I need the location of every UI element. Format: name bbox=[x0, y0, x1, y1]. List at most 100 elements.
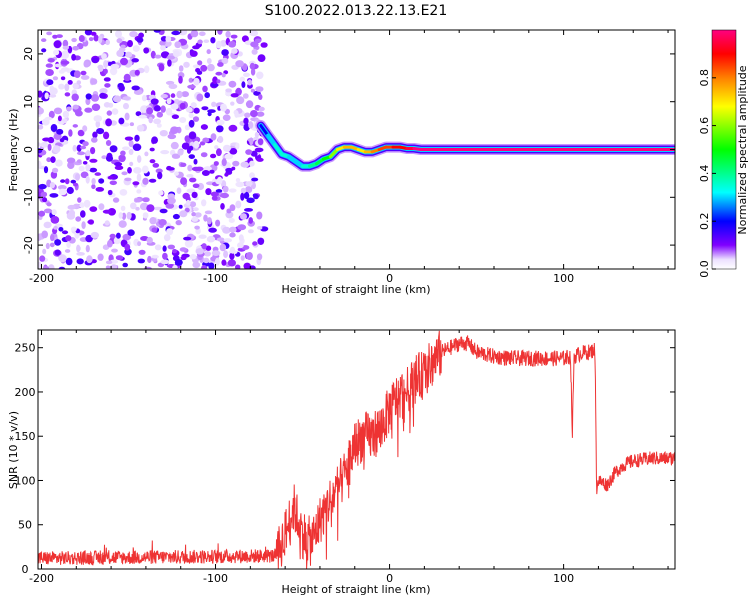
noise-blob bbox=[102, 209, 112, 214]
noise-blob bbox=[166, 98, 172, 105]
noise-blob bbox=[118, 212, 123, 219]
noise-blob bbox=[79, 202, 85, 208]
noise-blob bbox=[56, 128, 64, 135]
noise-blob bbox=[211, 101, 217, 108]
noise-blob bbox=[149, 217, 157, 225]
noise-blob bbox=[41, 48, 47, 53]
noise-blob bbox=[165, 35, 172, 43]
noise-blob bbox=[84, 30, 93, 36]
y-tick-label: 250 bbox=[15, 342, 36, 355]
noise-blob bbox=[167, 197, 176, 205]
noise-blob bbox=[70, 226, 77, 232]
noise-blob bbox=[249, 30, 259, 37]
noise-blob bbox=[118, 220, 127, 228]
noise-blob bbox=[170, 103, 179, 110]
noise-blob bbox=[46, 202, 52, 207]
noise-blob bbox=[87, 219, 94, 225]
noise-blob bbox=[249, 160, 255, 167]
noise-blob bbox=[121, 171, 128, 176]
x-tick-label: -200 bbox=[29, 272, 54, 285]
noise-blob bbox=[60, 76, 66, 81]
noise-blob bbox=[66, 106, 72, 112]
snr-data bbox=[38, 330, 675, 569]
noise-blob bbox=[105, 118, 112, 127]
noise-blob bbox=[223, 144, 231, 152]
noise-blob bbox=[89, 206, 98, 212]
noise-blob bbox=[221, 49, 229, 56]
noise-blob bbox=[155, 168, 163, 174]
noise-blob bbox=[225, 30, 231, 38]
noise-blob bbox=[92, 131, 98, 139]
noise-blob bbox=[256, 211, 263, 220]
noise-blob bbox=[65, 235, 72, 242]
noise-blob bbox=[136, 173, 142, 182]
noise-blob bbox=[162, 252, 168, 260]
noise-blob bbox=[189, 201, 197, 208]
noise-blob bbox=[122, 96, 131, 101]
noise-blob bbox=[99, 88, 108, 94]
noise-blob bbox=[243, 191, 250, 200]
x-tick-label: 0 bbox=[386, 572, 393, 585]
noise-blob bbox=[49, 94, 57, 98]
noise-blob bbox=[158, 63, 165, 72]
noise-blob bbox=[192, 116, 200, 122]
noise-blob bbox=[176, 187, 182, 194]
noise-blob bbox=[160, 105, 166, 113]
noise-blob bbox=[203, 214, 208, 222]
noise-blob bbox=[103, 60, 109, 69]
noise-blob bbox=[119, 189, 128, 196]
noise-blob bbox=[153, 30, 161, 33]
noise-blob bbox=[167, 59, 172, 67]
noise-blob bbox=[59, 138, 65, 143]
noise-blob bbox=[172, 213, 180, 220]
noise-blob bbox=[105, 39, 110, 46]
noise-blob bbox=[38, 183, 47, 190]
noise-blob bbox=[73, 182, 78, 187]
noise-blob bbox=[174, 259, 183, 266]
noise-blob bbox=[64, 83, 70, 92]
noise-blob bbox=[90, 78, 98, 85]
noise-blob bbox=[49, 193, 59, 198]
noise-blob bbox=[240, 187, 247, 194]
noise-blob bbox=[76, 244, 81, 253]
noise-blob bbox=[162, 245, 167, 252]
colorbar-ticks: 0.0 0.2 0.4 0.6 0.8 bbox=[698, 69, 716, 278]
noise-blob bbox=[76, 151, 86, 156]
noise-blob bbox=[255, 86, 264, 92]
noise-blob bbox=[52, 145, 61, 154]
noise-blob bbox=[156, 111, 163, 118]
noise-blob bbox=[256, 157, 264, 162]
noise-blob bbox=[52, 34, 58, 39]
noise-blob bbox=[132, 181, 140, 186]
noise-blob bbox=[41, 38, 47, 42]
noise-blob bbox=[45, 63, 53, 68]
noise-blob bbox=[60, 179, 66, 183]
noise-blob bbox=[85, 175, 90, 184]
noise-blob bbox=[235, 178, 241, 183]
noise-blob bbox=[104, 83, 111, 88]
noise-blob bbox=[220, 103, 227, 112]
noise-blob bbox=[58, 266, 66, 269]
noise-blob bbox=[154, 105, 161, 112]
noise-blob bbox=[81, 221, 86, 230]
noise-blob bbox=[251, 177, 259, 182]
noise-blob bbox=[76, 80, 82, 85]
noise-blob bbox=[48, 110, 55, 119]
noise-blob bbox=[243, 262, 251, 269]
noise-blob bbox=[149, 159, 156, 164]
noise-blob bbox=[245, 149, 253, 155]
noise-blob bbox=[38, 142, 41, 147]
noise-blob bbox=[76, 159, 82, 164]
noise-blob bbox=[154, 54, 162, 59]
noise-blob bbox=[256, 71, 264, 80]
noise-blob bbox=[93, 115, 103, 122]
noise-blob bbox=[159, 40, 166, 46]
noise-blob bbox=[127, 229, 135, 236]
noise-blob bbox=[82, 125, 88, 132]
noise-blob bbox=[83, 61, 90, 68]
noise-blob bbox=[90, 94, 100, 102]
noise-blob bbox=[199, 141, 206, 146]
noise-blob bbox=[180, 162, 187, 167]
noise-blob bbox=[120, 57, 128, 66]
noise-blob bbox=[208, 227, 217, 233]
